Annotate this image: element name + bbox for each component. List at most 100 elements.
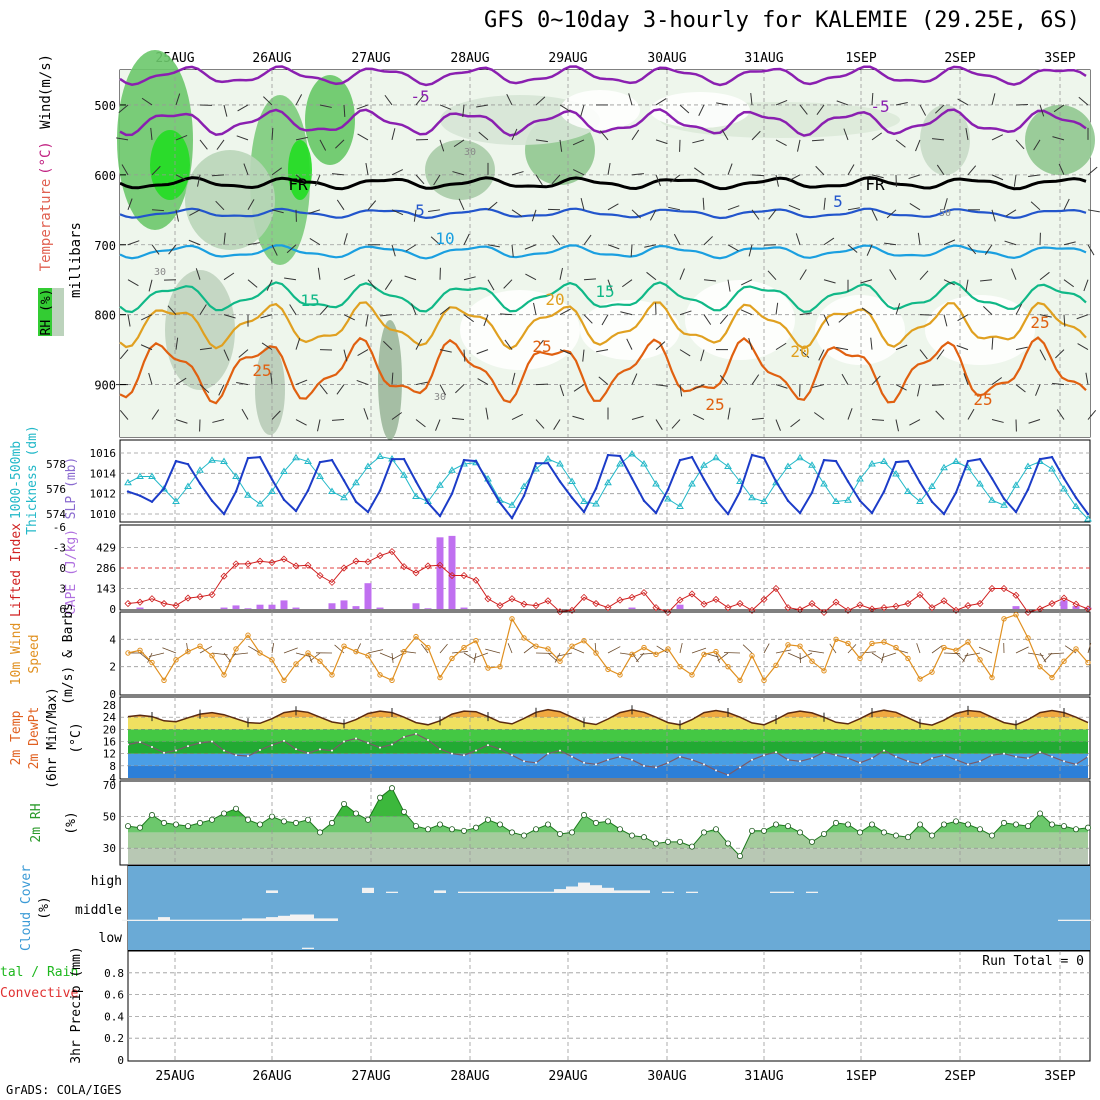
thickness-point [640, 460, 648, 467]
temp-band-fill [128, 729, 1088, 742]
wind-barb [583, 314, 593, 324]
dewpt-point [391, 743, 393, 746]
lifted-index-point [376, 552, 384, 560]
dewpt-point [535, 761, 537, 764]
thickness-point [904, 487, 912, 494]
rh2m-point [725, 840, 732, 847]
wind10m-point [233, 646, 239, 652]
wind-barb [175, 337, 179, 350]
wind-barb [838, 314, 849, 323]
wind-barb [631, 129, 640, 141]
cloud-high-bar [506, 891, 518, 893]
cape-bar [628, 607, 636, 609]
thickness-point [1084, 515, 1092, 522]
thickness-point [304, 457, 312, 464]
wind-barb [957, 98, 969, 106]
wind-barb [620, 311, 633, 316]
wind-barb [702, 197, 705, 210]
lifted-index-point [424, 562, 432, 570]
wind-barb [775, 384, 788, 389]
wind-barb [559, 104, 571, 112]
thickness-point [352, 478, 360, 486]
thickness-point [400, 471, 408, 478]
dewpt-point [955, 758, 957, 761]
wind-barb [365, 314, 369, 327]
thickness-point [244, 491, 252, 498]
wind-barb-10m [451, 651, 468, 654]
wind10m-point [173, 657, 179, 663]
wind-barb [607, 203, 619, 211]
slp-point [546, 461, 550, 465]
thickness-point [580, 497, 588, 504]
rh2m-point [581, 812, 588, 819]
slp-point [714, 498, 718, 501]
wind-barb [823, 314, 830, 326]
rh2m-point [460, 827, 467, 834]
wind-barb [356, 104, 369, 110]
wind-barb [271, 410, 281, 420]
wind-barb [119, 410, 129, 420]
slp-point [882, 490, 886, 493]
rh2m-point [617, 826, 624, 833]
lifted-index-point [568, 606, 576, 614]
lifted-index-point [1072, 600, 1080, 608]
lifted-index-point [292, 562, 300, 570]
dry-area [560, 90, 640, 130]
wind-barb [1039, 349, 1047, 361]
dewpt-point [751, 758, 753, 761]
lifted-index-point [448, 571, 456, 580]
slp-point [786, 499, 790, 502]
rh2m-point [184, 823, 191, 830]
cloud-high-bar [614, 890, 626, 893]
wind-barb [679, 104, 690, 114]
wind-barb [271, 209, 284, 214]
li-tick-label: 0 [59, 562, 66, 575]
wind-barb [175, 93, 181, 106]
wind-barb [1058, 163, 1065, 176]
lifted-index-point [1060, 594, 1068, 602]
slp-thickness-panel-frame [119, 439, 1091, 523]
rh2m-point [304, 816, 311, 823]
dewpt-point [727, 773, 729, 776]
run-total-label: Run Total = 0 [982, 954, 1084, 969]
wind-barb [655, 98, 667, 106]
cape-bar [676, 604, 684, 609]
wind-barb [847, 244, 858, 253]
wind-barb [295, 419, 307, 426]
wind-barb [319, 139, 327, 151]
wind-barb [336, 199, 345, 211]
rh2m-point [125, 823, 132, 830]
wind-barb-10m [1039, 652, 1047, 663]
rh2m-point [364, 816, 371, 823]
cloud-middle-bar [314, 918, 326, 921]
wind-barb [483, 314, 489, 327]
wind-barb [215, 200, 225, 211]
wind10m-point [617, 672, 623, 678]
slp-point [306, 489, 310, 492]
wind-barb [580, 104, 585, 117]
slp-point [390, 457, 394, 461]
thickness-point [628, 450, 636, 457]
wind-barb-10m [1015, 646, 1029, 654]
dewpt-point [331, 749, 333, 752]
cloud-high-bar [662, 891, 674, 893]
slp-tick-label: 1010 [90, 508, 117, 521]
wind-barb [843, 128, 849, 141]
wind10m-point [329, 672, 335, 678]
wind-barb [598, 376, 609, 385]
wind-barb [917, 232, 921, 245]
cloud-high-bar [362, 887, 374, 893]
dewpt-point [1087, 755, 1089, 758]
cloud-middle-bar [326, 918, 338, 921]
cloud-high-bar [554, 889, 566, 893]
thickness-point [844, 496, 852, 503]
cape-bar [1060, 600, 1068, 609]
wind10m-point [857, 655, 863, 662]
slp-point [402, 457, 406, 461]
dewpt-point [271, 744, 273, 747]
rh2m-point [833, 819, 840, 826]
wind-barb [799, 269, 807, 280]
lifted-index-point [916, 591, 924, 599]
rh2m-point [340, 800, 347, 807]
dewpt-point [835, 754, 837, 757]
